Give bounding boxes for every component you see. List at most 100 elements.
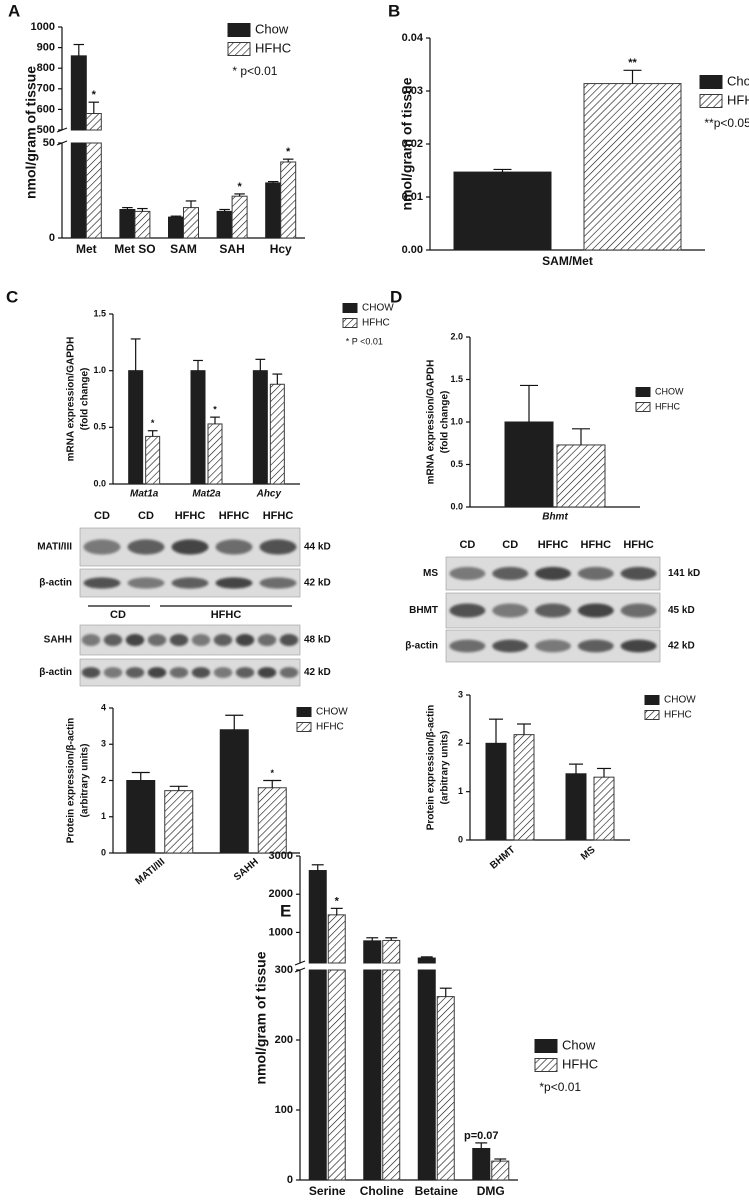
legend-label: HFHC xyxy=(664,710,692,721)
y-axis-label: mRNA expression/GAPDH xyxy=(66,337,77,462)
bar-segment xyxy=(583,83,682,251)
bar xyxy=(593,776,615,841)
x-tick-label: MS xyxy=(579,844,598,862)
y-tick-label: 1.5 xyxy=(450,374,463,384)
y-tick-label: 1.0 xyxy=(450,416,463,426)
note: *p<0.01 xyxy=(539,1080,581,1094)
bar xyxy=(164,790,194,854)
legend-swatch xyxy=(342,318,358,328)
error-bar xyxy=(311,864,324,871)
legend-label: CHOW xyxy=(664,695,696,706)
error-bar xyxy=(267,180,279,183)
bar-segment xyxy=(363,969,382,1181)
blot-band xyxy=(235,634,255,646)
y-tick-label: 200 xyxy=(275,1034,293,1046)
error-bar xyxy=(623,69,642,84)
legend-label: HFHC xyxy=(316,722,344,733)
legend-swatch xyxy=(342,303,358,313)
blot-band xyxy=(279,634,299,646)
bar xyxy=(513,734,535,841)
x-tick-label: Betaine xyxy=(415,1184,459,1198)
bar-segment xyxy=(308,969,327,1181)
bar-segment xyxy=(280,161,297,239)
blot-band xyxy=(620,566,657,581)
error-bar xyxy=(420,956,433,959)
blot-band xyxy=(259,577,297,589)
y-tick-label: 0.0 xyxy=(93,478,106,488)
row-label: SAHH xyxy=(44,635,72,646)
bar-annotation: * xyxy=(151,418,155,428)
error-bar xyxy=(169,785,188,791)
legend-label: HFHC xyxy=(727,92,749,107)
blot-band xyxy=(125,634,145,646)
bar xyxy=(382,939,401,1181)
lane-label: CD xyxy=(502,539,518,551)
legend-label: Chow xyxy=(562,1037,596,1052)
bar-segment xyxy=(565,773,587,841)
x-tick-label: DMG xyxy=(477,1184,505,1198)
y-axis-label: nmol/gram of tissue xyxy=(253,951,269,1084)
note: * P <0.01 xyxy=(346,336,383,346)
panel-label: A xyxy=(8,1,20,20)
bar xyxy=(417,957,436,1181)
bar-segment xyxy=(252,370,268,485)
y-tick-label: 800 xyxy=(37,62,55,74)
error-bar xyxy=(147,430,158,437)
blot-band xyxy=(125,667,145,678)
blot-band xyxy=(492,639,529,653)
bar-segment xyxy=(119,209,136,239)
legend-label: Chow xyxy=(727,73,749,88)
blot-band xyxy=(213,667,233,678)
y-tick-label: 500 xyxy=(37,124,55,136)
bar-segment-upper xyxy=(70,55,87,131)
bar-annotation: * xyxy=(335,895,340,907)
error-bar xyxy=(130,338,141,371)
bar-segment xyxy=(269,383,285,485)
blot-band xyxy=(535,566,571,581)
legend-label: CHOW xyxy=(316,707,348,718)
y-tick-label: 2 xyxy=(458,738,463,748)
error-bar xyxy=(569,763,583,774)
y-tick-label: 1.0 xyxy=(93,365,106,375)
legend-swatch xyxy=(635,387,651,397)
bar-segment xyxy=(491,1160,510,1181)
bar-segment xyxy=(164,790,194,854)
lane-label: CD xyxy=(94,510,110,522)
bar xyxy=(70,55,87,239)
legend-label: CHOW xyxy=(655,386,684,396)
bar-annotation: * xyxy=(237,181,242,193)
blot-band xyxy=(577,566,614,581)
bar-segment xyxy=(436,996,455,1181)
bar xyxy=(190,370,206,485)
bar xyxy=(485,742,507,841)
bar-segment xyxy=(190,370,206,485)
bar-segment xyxy=(231,195,248,239)
y-tick-label: 1000 xyxy=(269,926,293,938)
x-tick-label: SAHH xyxy=(232,856,261,883)
error-bar xyxy=(225,714,244,730)
blot-band xyxy=(235,667,255,678)
panel-label: C xyxy=(6,287,18,306)
x-tick-label: Met SO xyxy=(114,242,155,256)
y-axis-label: (arbitrary units) xyxy=(80,744,91,818)
row-label: MS xyxy=(423,568,438,579)
y-tick-label: 300 xyxy=(275,964,293,976)
blot-band xyxy=(81,634,101,646)
blot-band xyxy=(535,603,571,618)
x-tick-label: Mat2a xyxy=(192,489,221,500)
row-label: MATI/III xyxy=(37,542,72,553)
error-bar xyxy=(282,158,294,162)
axis-break xyxy=(56,140,68,146)
y-tick-label: 50 xyxy=(43,137,55,149)
bar-segment xyxy=(126,780,156,854)
lane-label: HFHC xyxy=(175,510,206,522)
lane-label: HFHC xyxy=(263,510,294,522)
size-label: 44 kD xyxy=(304,542,331,553)
blot-band xyxy=(81,667,101,678)
blot-band xyxy=(259,539,297,555)
size-label: 45 kD xyxy=(668,605,695,616)
bar-segment-upper xyxy=(327,914,346,964)
error-bar xyxy=(366,937,379,941)
blot-band xyxy=(147,667,167,678)
y-tick-label: 0 xyxy=(287,1174,293,1186)
